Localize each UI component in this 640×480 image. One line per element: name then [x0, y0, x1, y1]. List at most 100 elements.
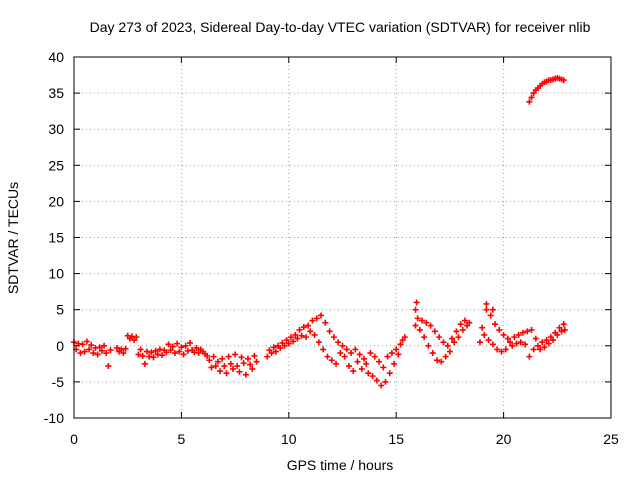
data-point — [388, 350, 395, 357]
data-point — [416, 326, 423, 333]
data-point — [442, 353, 449, 360]
data-point — [101, 342, 108, 349]
data-point — [466, 319, 473, 326]
data-point — [105, 363, 112, 370]
data-point — [384, 353, 391, 360]
data-point — [90, 350, 97, 357]
data-point — [165, 341, 172, 348]
data-point — [212, 363, 219, 370]
data-point — [496, 326, 503, 333]
data-point — [277, 344, 284, 351]
y-tick-label: -10 — [44, 410, 64, 426]
data-point — [541, 344, 548, 351]
data-point — [453, 328, 460, 335]
data-point — [543, 337, 550, 344]
data-point — [429, 350, 436, 357]
data-point — [186, 339, 193, 346]
data-point — [386, 370, 393, 377]
data-point — [507, 339, 514, 346]
data-point — [219, 355, 226, 362]
data-point — [554, 331, 561, 338]
data-point — [513, 340, 520, 347]
data-point — [320, 346, 327, 353]
data-point — [232, 351, 239, 358]
data-point — [171, 350, 178, 357]
data-point — [152, 347, 159, 354]
data-point — [294, 335, 301, 342]
data-point — [322, 319, 329, 326]
data-point — [511, 334, 518, 341]
data-point — [225, 353, 232, 360]
data-point — [560, 321, 567, 328]
data-point — [113, 344, 120, 351]
data-point — [174, 340, 181, 347]
data-point — [240, 360, 247, 367]
data-point — [393, 346, 400, 353]
data-point — [88, 342, 95, 349]
data-point — [182, 342, 189, 349]
data-point — [141, 360, 148, 367]
data-point — [339, 342, 346, 349]
data-point — [438, 358, 445, 365]
y-tick-label: 15 — [48, 230, 64, 246]
data-point — [391, 360, 398, 367]
data-point — [412, 306, 419, 313]
data-point — [180, 351, 187, 358]
data-point — [247, 361, 254, 368]
x-tick-label: 0 — [70, 431, 78, 447]
data-point — [292, 331, 299, 338]
x-axis-label: GPS time / hours — [287, 457, 394, 473]
data-point — [221, 363, 228, 370]
data-point — [558, 328, 565, 335]
data-point — [264, 353, 271, 360]
data-point — [167, 347, 174, 354]
data-point — [556, 324, 563, 331]
data-point — [367, 350, 374, 357]
data-point — [298, 332, 305, 339]
y-tick-label: 5 — [56, 302, 64, 318]
data-point — [328, 357, 335, 364]
data-point — [515, 331, 522, 338]
data-point — [148, 349, 155, 356]
axis-ticks: 0 5 10 15 20 25 -10 -5 0 5 10 15 20 25 30 35 40 — [44, 49, 619, 447]
data-point — [526, 353, 533, 360]
data-point — [401, 334, 408, 341]
data-point — [234, 363, 241, 370]
y-tick-label: -5 — [52, 374, 65, 390]
data-point — [358, 365, 365, 372]
data-point — [457, 321, 464, 328]
x-tick-label: 25 — [603, 431, 619, 447]
x-tick-label: 5 — [178, 431, 186, 447]
data-point — [500, 331, 507, 338]
data-point — [178, 344, 185, 351]
data-point — [560, 77, 567, 84]
data-point — [345, 363, 352, 370]
data-point — [378, 382, 385, 389]
data-point — [444, 342, 451, 349]
data-point — [494, 346, 501, 353]
data-point — [348, 350, 355, 357]
data-point — [534, 342, 541, 349]
data-point — [397, 341, 404, 348]
data-point — [461, 317, 468, 324]
data-point — [176, 348, 183, 355]
data-point — [492, 321, 499, 328]
data-point — [122, 345, 129, 352]
data-point — [223, 370, 230, 377]
data-point — [550, 337, 557, 344]
data-point — [229, 365, 236, 372]
data-point — [446, 348, 453, 355]
data-point — [309, 317, 316, 324]
x-tick-label: 15 — [388, 431, 404, 447]
data-point — [341, 353, 348, 360]
data-point — [343, 346, 350, 353]
data-point — [315, 339, 322, 346]
data-point — [77, 350, 84, 357]
data-point — [214, 358, 221, 365]
data-point — [489, 341, 496, 348]
data-point — [459, 326, 466, 333]
data-point — [354, 358, 361, 365]
data-point — [253, 358, 260, 365]
data-point — [159, 352, 166, 359]
y-axis-label: SDTVAR / TECUs — [5, 182, 21, 294]
